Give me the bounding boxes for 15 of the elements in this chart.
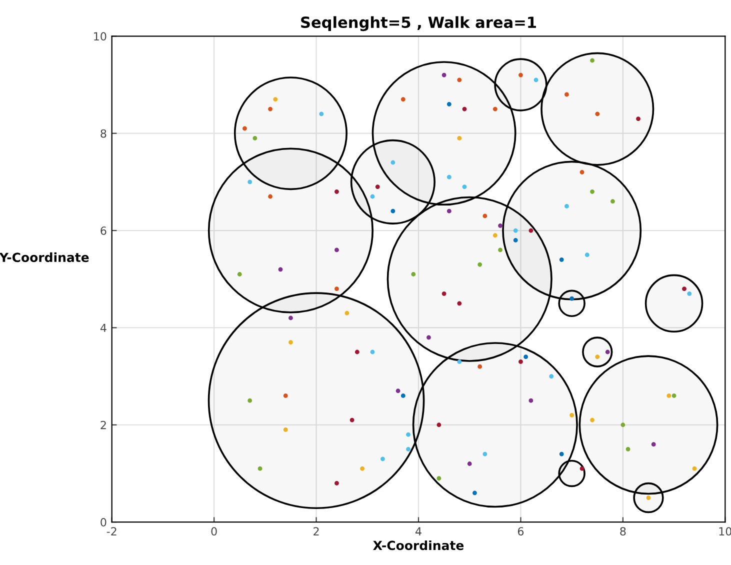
x-axis-title: X-Coordinate bbox=[373, 540, 464, 550]
x-tick-label: 8 bbox=[620, 527, 626, 536]
y-tick-label: 2 bbox=[100, 420, 106, 430]
x-tick-label: 0 bbox=[211, 527, 217, 536]
y-tick-label: 10 bbox=[94, 32, 106, 41]
x-tick-label: 10 bbox=[719, 527, 731, 536]
x-tick-label: 4 bbox=[416, 527, 422, 536]
y-tick-label: 8 bbox=[100, 129, 106, 138]
x-tick-label: 2 bbox=[314, 527, 319, 536]
chart-title: Seqlenght=5 , Walk area=1 bbox=[301, 16, 536, 32]
y-tick-label: 0 bbox=[100, 518, 106, 526]
y-tick-label: 4 bbox=[100, 324, 106, 332]
x-tick-label: -2 bbox=[106, 527, 116, 536]
x-tick-label: 6 bbox=[518, 527, 524, 536]
y-tick-label: 6 bbox=[100, 226, 106, 235]
